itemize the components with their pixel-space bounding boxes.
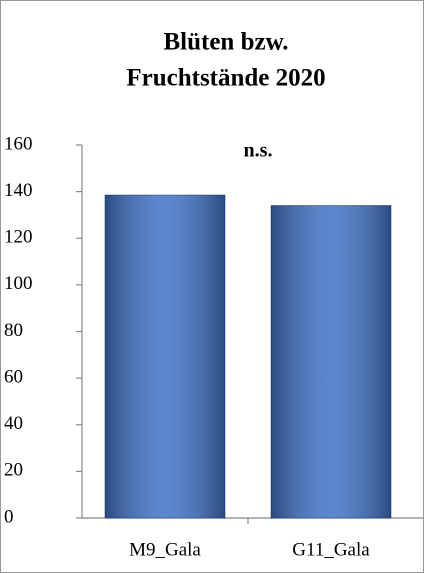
y-tick-label: 160 [4, 133, 33, 154]
y-tick-label: 20 [4, 460, 23, 481]
y-tick-label: 100 [4, 273, 33, 294]
chart-title: Fruchtstände 2020 [126, 65, 325, 92]
y-tick-label: 120 [4, 227, 33, 248]
chart-title: Blüten bzw. [163, 29, 288, 56]
x-tick-label: G11_Gala [292, 539, 370, 560]
bar-shade [105, 195, 225, 518]
annotation: n.s. [244, 140, 273, 162]
y-tick-label: 0 [4, 506, 14, 527]
y-tick-label: 80 [4, 320, 23, 341]
bar-shade [271, 205, 391, 519]
y-tick-label: 140 [4, 180, 33, 201]
y-tick-label: 40 [4, 413, 23, 434]
y-tick-label: 60 [4, 366, 23, 387]
x-tick-label: M9_Gala [129, 539, 201, 560]
